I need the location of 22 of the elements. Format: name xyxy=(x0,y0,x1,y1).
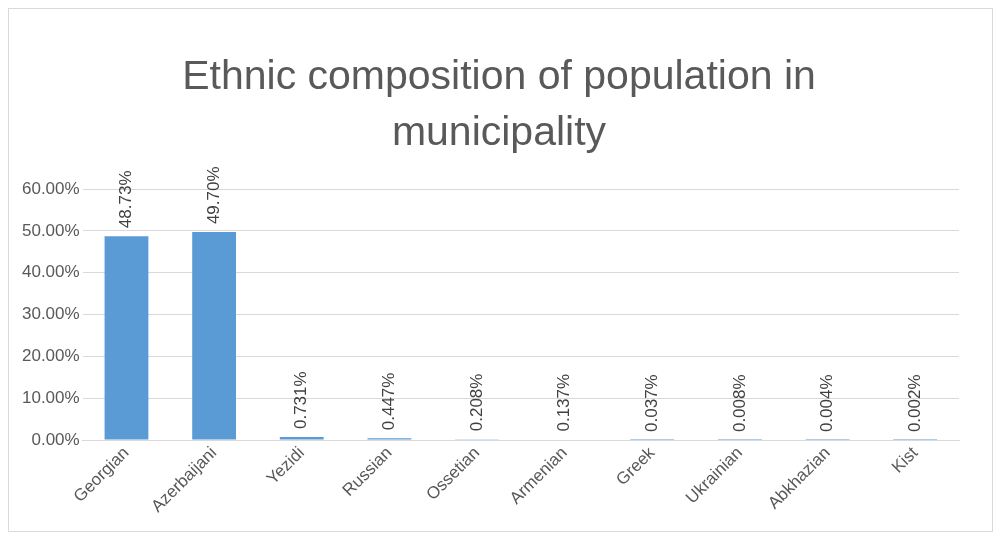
x-tick-label: Kist xyxy=(887,442,922,477)
data-label: 0.447% xyxy=(379,372,399,431)
y-tick-label: 30.00% xyxy=(21,304,80,324)
y-tick-label: 50.00% xyxy=(21,220,80,240)
y-tick-label: 60.00% xyxy=(21,178,80,198)
data-label: 0.208% xyxy=(466,373,486,432)
data-label: 0.137% xyxy=(554,373,574,432)
chart-title: Ethnic composition of population in municipality xyxy=(181,51,817,156)
bar xyxy=(192,232,237,440)
data-label: 48.73% xyxy=(116,170,136,229)
y-tick-label: 40.00% xyxy=(21,262,80,282)
data-label: 0.731% xyxy=(291,371,311,430)
y-tick-label: 20.00% xyxy=(21,346,80,366)
bar xyxy=(104,236,149,440)
y-tick-label: 0.00% xyxy=(31,429,80,449)
data-label: 0.008% xyxy=(729,374,749,433)
bar xyxy=(279,437,324,440)
data-label: 0.037% xyxy=(641,374,661,432)
y-tick-label: 10.00% xyxy=(21,387,80,407)
data-label: 49.70% xyxy=(203,166,223,225)
data-label: 0.002% xyxy=(904,374,924,433)
data-label: 0.004% xyxy=(817,374,837,433)
